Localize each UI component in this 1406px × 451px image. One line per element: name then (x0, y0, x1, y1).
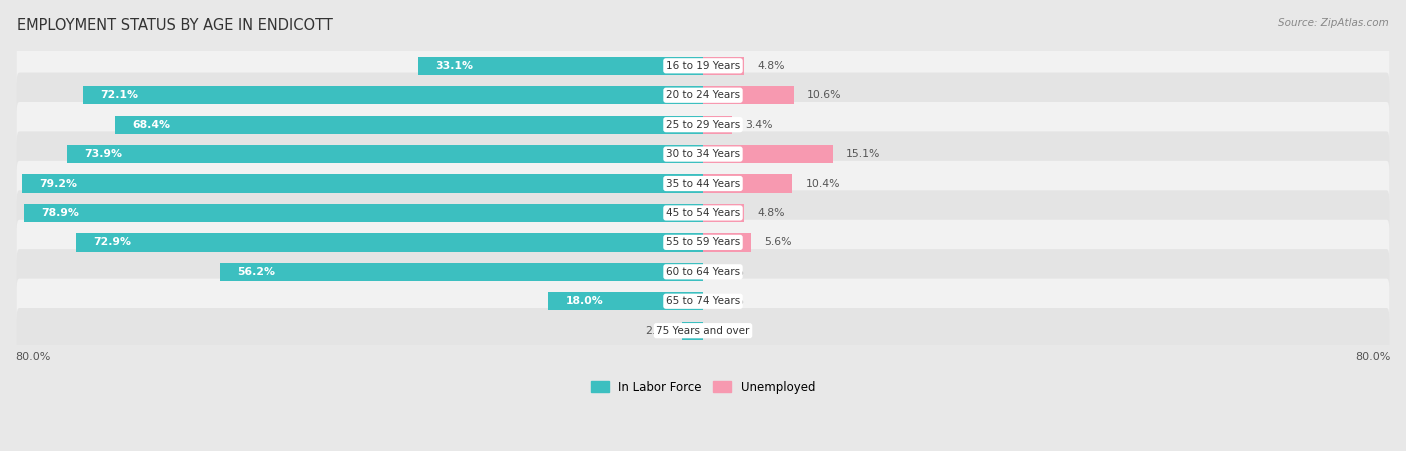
Bar (22, 175, 703, 193)
FancyBboxPatch shape (17, 102, 1389, 147)
Text: 65 to 74 Years: 65 to 74 Years (666, 296, 740, 306)
Legend: In Labor Force, Unemployed: In Labor Force, Unemployed (586, 376, 820, 398)
Text: 16 to 19 Years: 16 to 19 Years (666, 61, 740, 71)
Text: 72.9%: 72.9% (93, 237, 131, 248)
Text: 25 to 29 Years: 25 to 29 Years (666, 120, 740, 129)
Text: 55 to 59 Years: 55 to 59 Years (666, 237, 740, 248)
Bar (703, 204, 744, 222)
FancyBboxPatch shape (17, 308, 1389, 353)
FancyBboxPatch shape (17, 73, 1389, 118)
Bar (703, 115, 733, 134)
Text: 3.4%: 3.4% (745, 120, 773, 129)
Text: 73.9%: 73.9% (84, 149, 122, 159)
Bar (67, 145, 703, 163)
Bar (419, 57, 703, 75)
Bar (703, 145, 832, 163)
Text: 60 to 64 Years: 60 to 64 Years (666, 267, 740, 277)
Bar (548, 292, 703, 310)
Text: 80.0%: 80.0% (15, 352, 51, 362)
Text: Source: ZipAtlas.com: Source: ZipAtlas.com (1278, 18, 1389, 28)
Text: 10.6%: 10.6% (807, 90, 842, 100)
FancyBboxPatch shape (17, 249, 1389, 295)
Text: 30 to 34 Years: 30 to 34 Years (666, 149, 740, 159)
Text: 4.8%: 4.8% (758, 208, 785, 218)
Text: 15.1%: 15.1% (846, 149, 880, 159)
Bar (115, 115, 703, 134)
FancyBboxPatch shape (17, 279, 1389, 324)
Text: 78.9%: 78.9% (42, 208, 80, 218)
FancyBboxPatch shape (17, 131, 1389, 177)
FancyBboxPatch shape (17, 43, 1389, 88)
Text: 33.1%: 33.1% (436, 61, 474, 71)
Text: 35 to 44 Years: 35 to 44 Years (666, 179, 740, 189)
Text: 75 Years and over: 75 Years and over (657, 326, 749, 336)
Bar (703, 175, 793, 193)
Bar (219, 262, 703, 281)
Text: 72.1%: 72.1% (100, 90, 138, 100)
Bar (703, 57, 744, 75)
FancyBboxPatch shape (17, 220, 1389, 265)
Bar (703, 233, 751, 252)
Text: 0.0%: 0.0% (716, 267, 744, 277)
Text: 18.0%: 18.0% (565, 296, 603, 306)
Bar (76, 233, 703, 252)
Text: EMPLOYMENT STATUS BY AGE IN ENDICOTT: EMPLOYMENT STATUS BY AGE IN ENDICOTT (17, 18, 333, 33)
Bar (83, 86, 703, 104)
Text: 2.5%: 2.5% (645, 326, 673, 336)
Text: 20 to 24 Years: 20 to 24 Years (666, 90, 740, 100)
Text: 4.8%: 4.8% (758, 61, 785, 71)
Text: 80.0%: 80.0% (1355, 352, 1391, 362)
Text: 10.4%: 10.4% (806, 179, 839, 189)
Text: 68.4%: 68.4% (132, 120, 170, 129)
FancyBboxPatch shape (17, 190, 1389, 235)
Text: 5.6%: 5.6% (763, 237, 792, 248)
Text: 79.2%: 79.2% (39, 179, 77, 189)
Text: 56.2%: 56.2% (236, 267, 276, 277)
Text: 0.0%: 0.0% (716, 326, 744, 336)
FancyBboxPatch shape (17, 161, 1389, 206)
Text: 0.0%: 0.0% (716, 296, 744, 306)
Bar (24, 204, 703, 222)
Bar (682, 322, 703, 340)
Text: 45 to 54 Years: 45 to 54 Years (666, 208, 740, 218)
Bar (703, 86, 794, 104)
